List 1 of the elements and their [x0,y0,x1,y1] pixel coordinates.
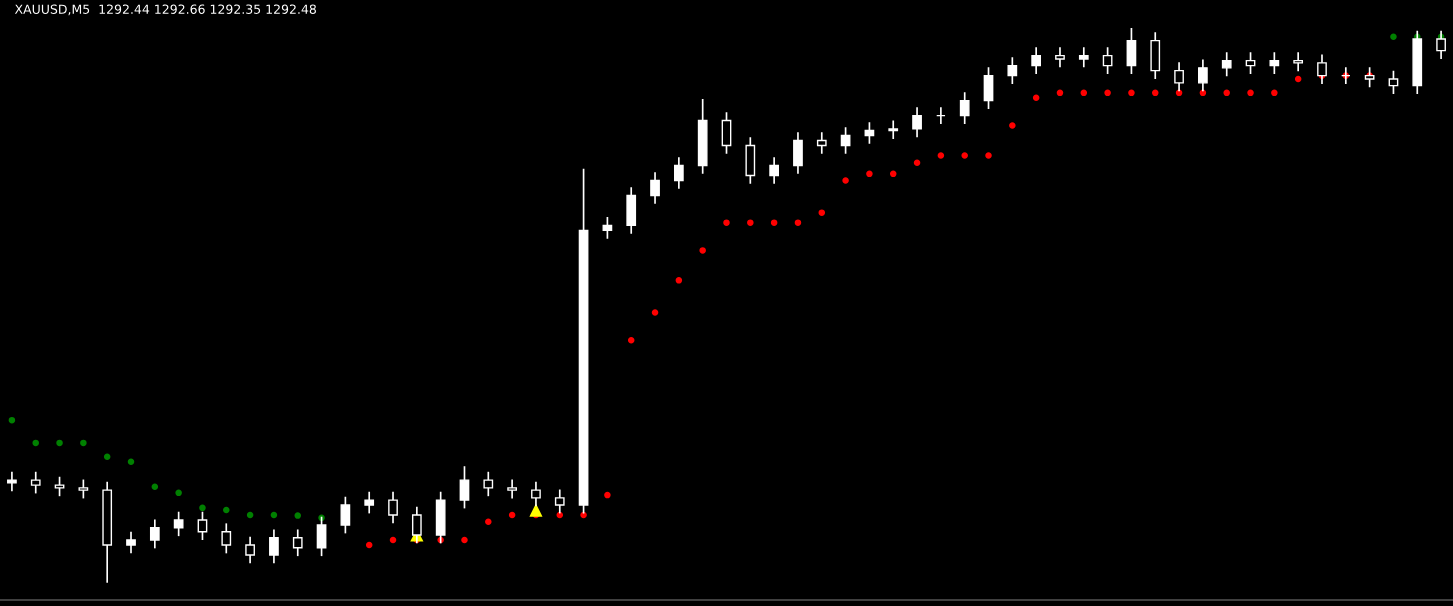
chart-title: XAUUSD,M5 1292.44 1292.66 1292.35 1292.48 [14,4,316,16]
